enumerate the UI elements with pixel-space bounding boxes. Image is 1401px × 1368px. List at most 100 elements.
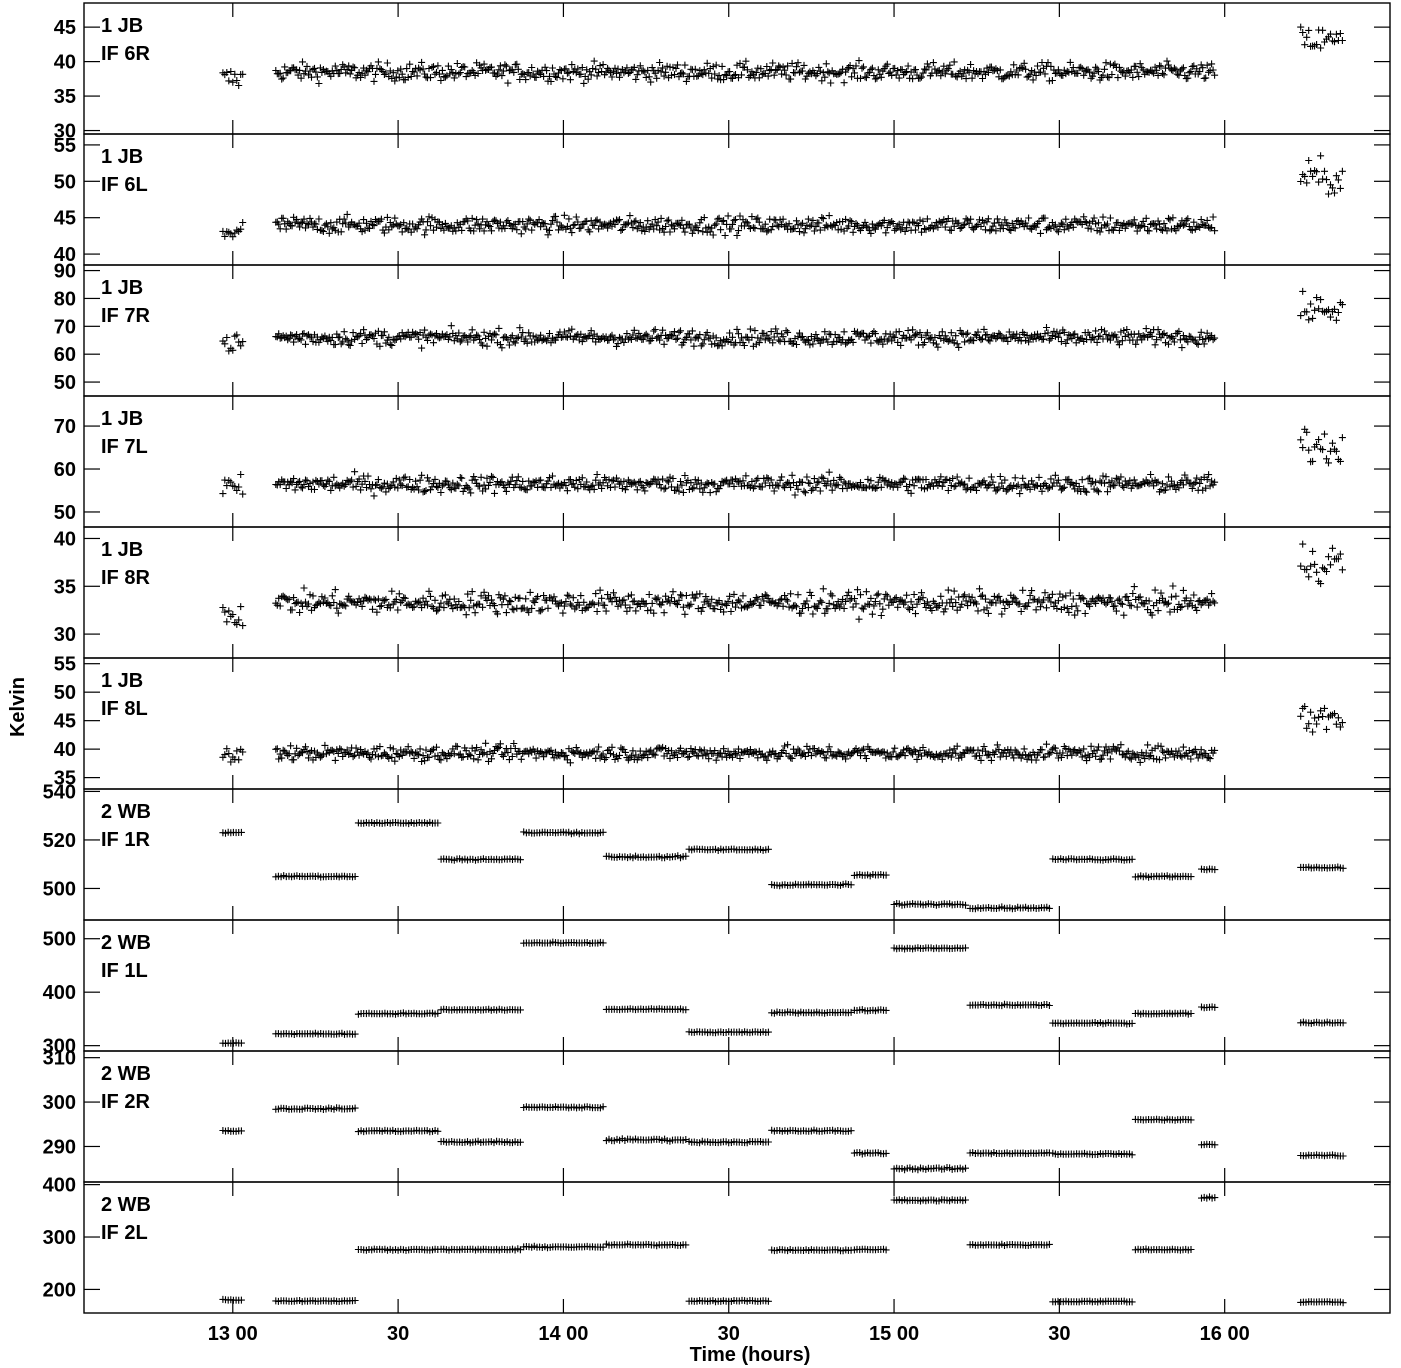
data-point xyxy=(1162,486,1169,494)
data-point xyxy=(980,219,988,227)
data-point xyxy=(339,220,347,228)
data-point xyxy=(882,229,890,237)
data-point xyxy=(630,63,638,71)
data-point xyxy=(1309,314,1317,322)
data-point xyxy=(294,71,302,79)
data-point xyxy=(1133,227,1141,235)
data-point xyxy=(288,222,296,230)
data-point xyxy=(715,72,723,80)
data-point xyxy=(470,68,478,76)
data-point xyxy=(345,341,353,349)
data-point xyxy=(580,334,588,341)
data-point xyxy=(488,227,495,235)
data-point xyxy=(735,227,742,235)
data-point xyxy=(986,227,994,235)
data-point xyxy=(607,333,614,341)
data-point xyxy=(471,609,479,617)
data-point xyxy=(663,217,671,225)
data-point xyxy=(1334,309,1342,316)
data-point xyxy=(492,331,500,339)
data-point xyxy=(529,332,537,340)
data-point xyxy=(635,222,643,230)
data-point xyxy=(468,214,476,222)
data-point xyxy=(397,335,405,343)
data-point xyxy=(1190,218,1198,226)
data-point xyxy=(1334,176,1342,184)
data-point xyxy=(522,76,530,84)
data-point xyxy=(883,60,891,68)
data-point xyxy=(895,328,903,336)
data-point xyxy=(654,218,662,226)
data-point xyxy=(513,477,521,485)
data-point xyxy=(714,75,722,83)
data-point xyxy=(934,343,942,351)
data-point xyxy=(339,338,347,346)
data-point xyxy=(685,220,693,228)
data-point xyxy=(712,756,720,764)
panel-label-if: IF 7R xyxy=(101,305,150,327)
data-point xyxy=(916,74,924,82)
data-point xyxy=(424,218,431,226)
data-point xyxy=(1008,219,1016,227)
data-point xyxy=(959,221,967,229)
data-point xyxy=(401,333,409,341)
data-point xyxy=(923,215,931,223)
data-point xyxy=(403,65,411,73)
data-point xyxy=(328,592,336,600)
data-point xyxy=(346,342,354,349)
data-point xyxy=(342,219,350,227)
data-point xyxy=(702,224,710,232)
data-point xyxy=(577,330,585,338)
data-point xyxy=(678,216,686,224)
y-tick-label: 290 xyxy=(43,1136,76,1158)
data-point xyxy=(357,74,365,81)
data-point xyxy=(569,221,577,229)
data-point xyxy=(279,214,287,222)
data-point xyxy=(885,335,893,343)
data-point xyxy=(1065,224,1073,232)
data-point xyxy=(751,327,759,335)
data-point xyxy=(617,227,625,234)
data-point xyxy=(752,69,760,76)
data-point xyxy=(1297,312,1305,320)
data-point xyxy=(559,224,567,232)
data-point xyxy=(889,332,897,340)
data-point xyxy=(1168,225,1175,233)
data-point xyxy=(1130,476,1138,484)
data-point xyxy=(293,66,301,74)
data-point xyxy=(767,226,775,234)
data-point xyxy=(837,225,845,233)
data-point xyxy=(895,220,903,228)
data-point xyxy=(827,79,835,87)
data-point xyxy=(1115,226,1123,234)
data-point xyxy=(1115,63,1123,71)
data-point xyxy=(735,330,742,338)
data-point xyxy=(237,225,245,233)
data-point xyxy=(392,336,400,343)
data-point xyxy=(1154,71,1162,79)
data-point xyxy=(791,225,799,232)
data-point xyxy=(324,476,332,484)
data-point xyxy=(787,590,795,598)
data-point xyxy=(788,471,796,479)
data-point xyxy=(848,218,856,226)
data-point xyxy=(1153,66,1161,74)
data-point xyxy=(892,71,900,79)
data-point xyxy=(587,71,595,79)
data-point xyxy=(800,487,808,495)
data-point xyxy=(331,586,339,594)
data-point xyxy=(544,604,552,612)
data-point xyxy=(522,335,530,343)
data-point xyxy=(327,486,335,494)
data-point xyxy=(848,73,856,81)
data-point xyxy=(830,220,838,228)
data-point xyxy=(355,69,363,77)
data-point xyxy=(546,330,553,337)
data-point xyxy=(508,332,516,340)
data-point xyxy=(953,73,961,81)
data-point xyxy=(237,471,245,478)
data-point xyxy=(462,611,470,619)
data-point xyxy=(586,228,594,236)
data-point xyxy=(229,233,237,241)
data-point xyxy=(1154,217,1162,225)
